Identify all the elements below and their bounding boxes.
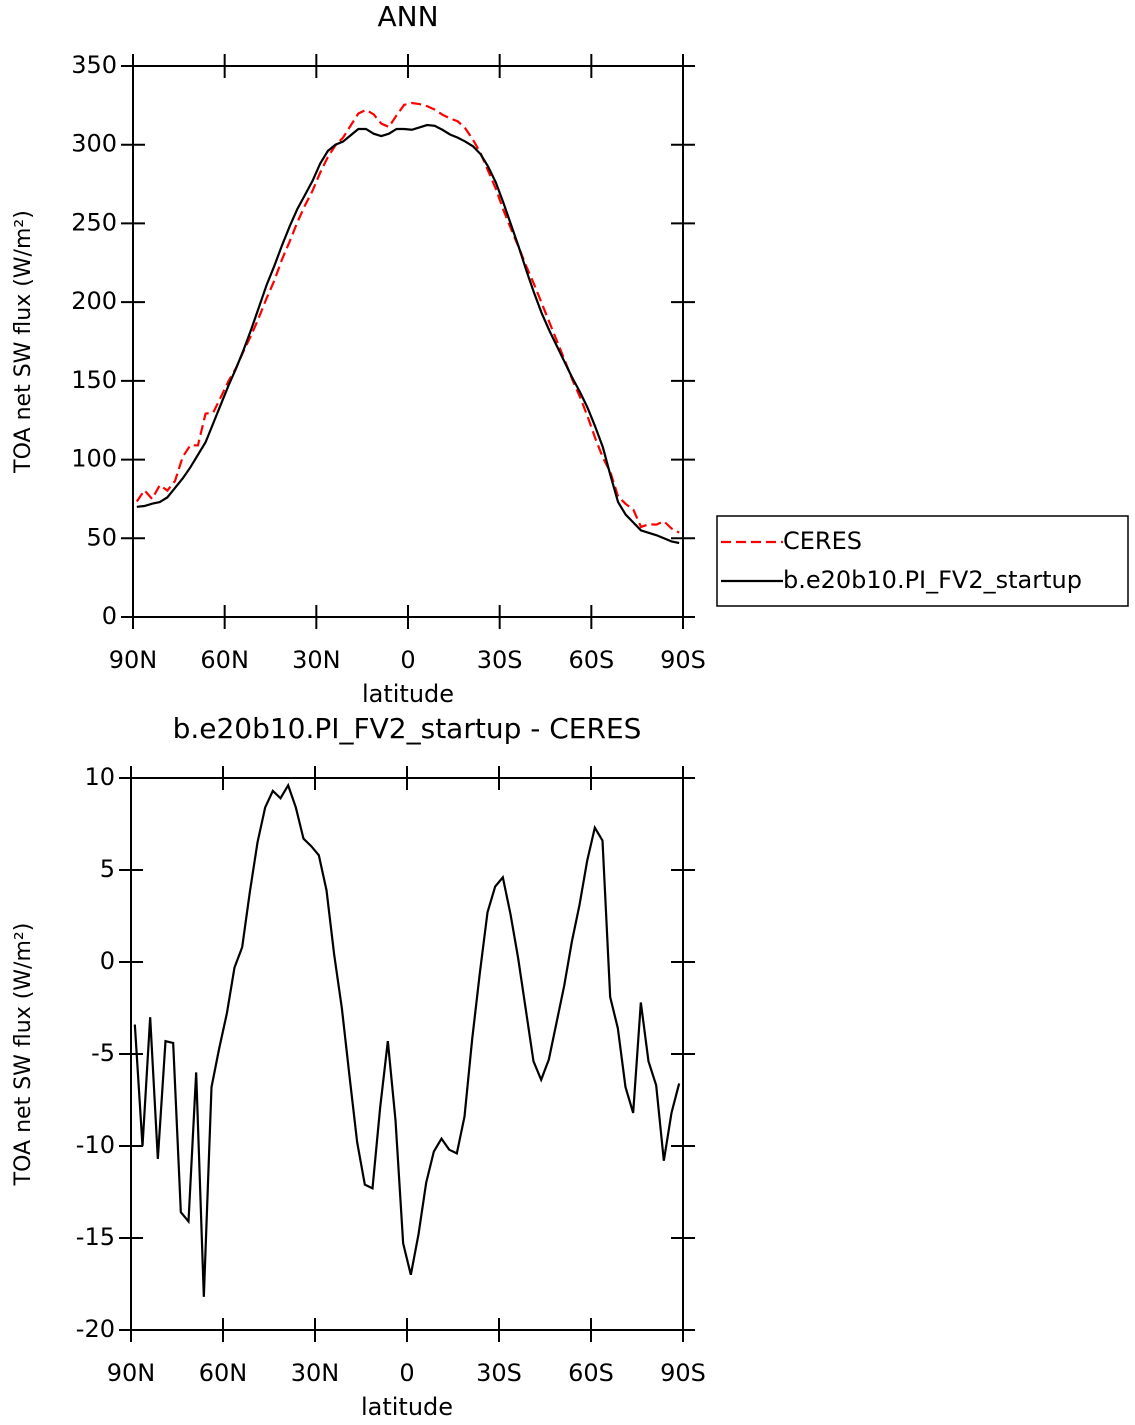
data-line bbox=[135, 101, 680, 534]
y-tick-label: -15 bbox=[76, 1223, 115, 1251]
x-tick-label: 90N bbox=[109, 646, 158, 674]
plot-frame bbox=[132, 65, 684, 618]
x-tick-label: 0 bbox=[400, 646, 415, 674]
y-tick-label: 350 bbox=[71, 51, 117, 79]
x-tick-label: 30N bbox=[292, 646, 341, 674]
y-tick-label: 300 bbox=[71, 130, 117, 158]
y-tick-label: 250 bbox=[71, 208, 117, 236]
x-tick-label: 90S bbox=[660, 1359, 706, 1387]
y-tick-label: 150 bbox=[71, 366, 117, 394]
legend-label: b.e20b10.PI_FV2_startup bbox=[783, 566, 1082, 594]
x-tick-label: 30S bbox=[477, 646, 523, 674]
x-tick-label: 30S bbox=[476, 1359, 522, 1387]
x-tick-label: 90N bbox=[107, 1359, 156, 1387]
y-axis-label: TOA net SW flux (W/m²) bbox=[11, 923, 36, 1187]
chart-title: b.e20b10.PI_FV2_startup - CERES bbox=[173, 712, 642, 745]
legend-box bbox=[716, 515, 1129, 607]
chart-title: ANN bbox=[377, 0, 438, 33]
y-tick-label: 100 bbox=[71, 445, 117, 473]
y-tick-label: -20 bbox=[76, 1315, 115, 1343]
x-axis-label: latitude bbox=[362, 680, 454, 708]
y-tick-label: 200 bbox=[71, 287, 117, 315]
data-line bbox=[136, 123, 680, 545]
y-tick-label: 0 bbox=[100, 947, 115, 975]
plot-frame bbox=[130, 777, 684, 1331]
x-tick-label: 30N bbox=[291, 1359, 340, 1387]
y-tick-label: 50 bbox=[86, 523, 117, 551]
x-tick-label: 60N bbox=[200, 646, 249, 674]
x-tick-label: 60N bbox=[199, 1359, 248, 1387]
y-tick-label: -5 bbox=[91, 1039, 115, 1067]
x-tick-label: 60S bbox=[568, 646, 614, 674]
y-tick-label: 0 bbox=[102, 602, 117, 630]
x-axis-label: latitude bbox=[361, 1393, 453, 1421]
y-tick-label: -10 bbox=[76, 1131, 115, 1159]
x-tick-label: 60S bbox=[568, 1359, 614, 1387]
data-line bbox=[133, 782, 681, 1297]
y-tick-label: 10 bbox=[84, 763, 115, 791]
y-tick-label: 5 bbox=[100, 855, 115, 883]
y-axis-label: TOA net SW flux (W/m²) bbox=[11, 210, 36, 474]
x-tick-label: 0 bbox=[399, 1359, 414, 1387]
x-tick-label: 90S bbox=[660, 646, 706, 674]
legend-label: CERES bbox=[783, 527, 862, 555]
